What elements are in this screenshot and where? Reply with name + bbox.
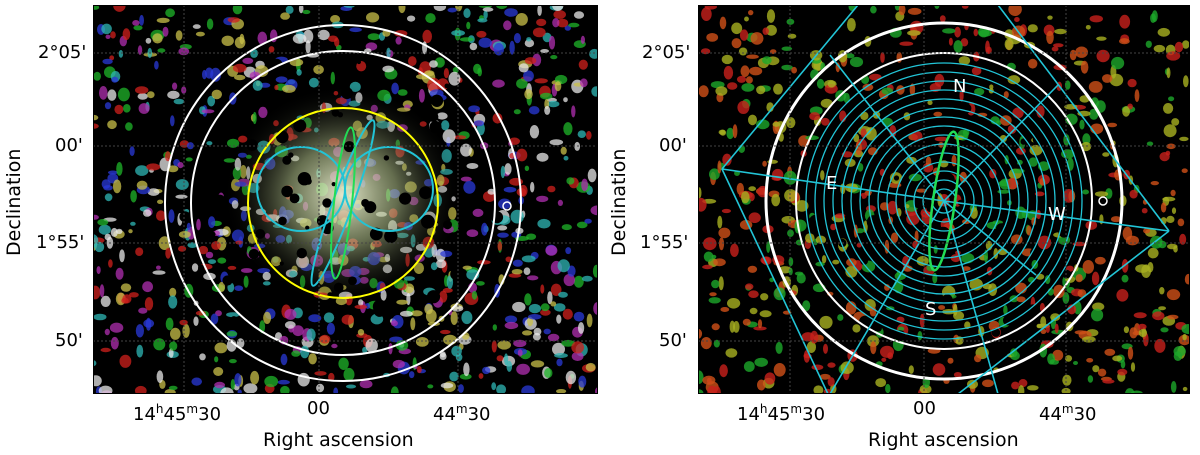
inner-circle <box>247 107 439 299</box>
right-xtick-1: 14h45m30 <box>737 402 826 425</box>
annuli-rings <box>805 62 1083 340</box>
outer-circle-small <box>190 50 496 356</box>
left-ytick-3: 1°55' <box>36 232 85 253</box>
right-inner-white-circle <box>795 52 1093 350</box>
direction-north: N <box>953 76 967 97</box>
right-ytick-1: 2°05' <box>642 42 691 63</box>
lobe-right <box>344 146 434 232</box>
left-sky-image <box>93 5 598 394</box>
left-xlabel: Right ascension <box>263 429 414 451</box>
direction-south: S <box>925 299 937 320</box>
right-ylabel: Declination <box>608 148 630 256</box>
point-source-marker <box>502 201 512 211</box>
direction-west: W <box>1048 204 1066 225</box>
right-xtick-2: 00 <box>913 398 936 419</box>
right-outer-circle <box>764 21 1124 381</box>
right-point-source-marker <box>1098 196 1108 206</box>
right-green-ellipse <box>928 130 960 272</box>
left-xtick-1: 14h45m30 <box>133 402 222 425</box>
right-ytick-4: 50' <box>659 330 687 351</box>
left-image-panel <box>93 5 598 394</box>
direction-east: E <box>826 173 838 194</box>
right-xtick-3: 44m30 <box>1039 402 1097 425</box>
right-image-panel: N S E W <box>698 5 1190 394</box>
outer-circle-large <box>164 24 522 382</box>
right-ytick-2: 00' <box>659 135 687 156</box>
right-grid <box>698 5 1190 394</box>
left-xtick-3: 44m30 <box>433 402 491 425</box>
left-grid <box>93 5 598 394</box>
green-ellipse <box>330 126 356 280</box>
left-xtick-2: 00 <box>307 398 330 419</box>
right-ytick-3: 1°55' <box>640 232 689 253</box>
left-ytick-4: 50' <box>55 330 83 351</box>
left-ytick-2: 00' <box>55 135 83 156</box>
right-sky-image <box>698 5 1190 394</box>
left-ytick-1: 2°05' <box>38 42 87 63</box>
left-ylabel: Declination <box>3 148 25 256</box>
right-xlabel: Right ascension <box>868 429 1019 451</box>
